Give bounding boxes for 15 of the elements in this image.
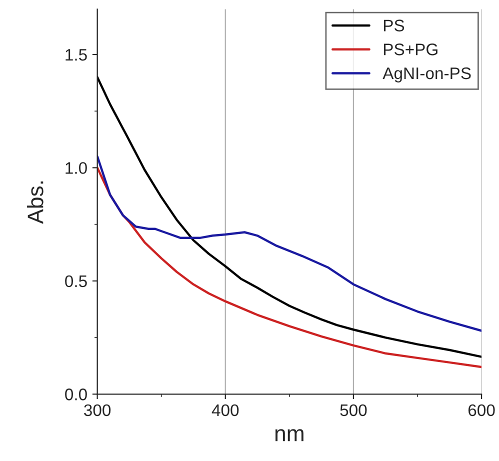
y-tick-label: 1.0 [66,162,87,174]
legend-label: AgNI-on-PS [382,67,471,82]
y-tick-label: 0.5 [65,275,87,288]
line-series [97,166,482,368]
legend-label: PS+PG [384,44,438,56]
legend-label: PS [384,20,404,32]
x-tick-label: 600 [468,404,495,416]
y-tick-label: 0.0 [65,388,87,400]
x-tick-label: 500 [340,404,367,416]
x-tick-label: 400 [212,404,239,416]
x-tick-label: 300 [84,404,111,416]
y-tick-label: 1.5 [66,49,87,61]
y-axis-title: Abs. [27,181,44,224]
x-axis-title: nm [275,429,304,442]
line-series [97,155,482,332]
